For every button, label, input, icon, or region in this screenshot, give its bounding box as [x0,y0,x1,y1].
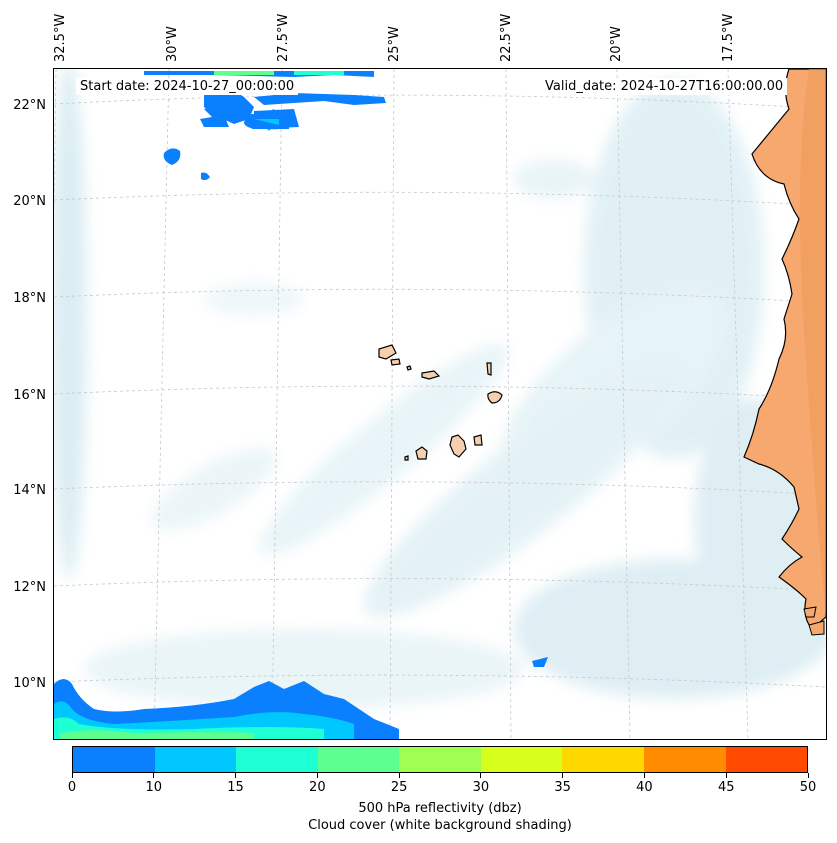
colorbar-tick-label: 25 [390,780,408,795]
colorbar-segment [562,747,644,772]
colorbar-segment [73,747,155,772]
colorbar-tick [316,773,318,778]
colorbar-segment [317,747,400,772]
lon-label-17-5w: 17.5°W [721,13,736,62]
colorbar-tick [153,773,155,778]
lon-label-32-5w: 32.5°W [53,13,68,62]
colorbar-tick [71,773,73,778]
lon-label-20w: 20°W [609,26,624,62]
colorbar-tick [725,773,727,778]
map-canvas [54,69,826,739]
lat-label-20n: 20°N [13,194,46,209]
colorbar-tick-label: 15 [227,780,244,795]
lat-label-12n: 12°N [13,580,46,595]
colorbar-tick [398,773,400,778]
colorbar-tick [480,773,482,778]
cape-verde-islands [378,344,503,461]
colorbar-tick-label: 10 [145,780,163,795]
start-date-label: Start date: 2024-10-27_00:00:00 [76,78,299,95]
lat-label-22n: 22°N [13,98,46,113]
colorbar-tick-label: 20 [309,780,326,795]
lat-label-16n: 16°N [13,388,46,403]
colorbar-tick-label: 50 [799,780,817,795]
colorbar-tick-label: 35 [554,780,571,795]
colorbar-tick-label: 45 [717,780,735,795]
reflectivity-colorbar [72,746,808,773]
lat-label-14n: 14°N [13,483,46,498]
colorbar-segment [643,747,726,772]
lon-label-27-5w: 27.5°W [276,13,291,62]
colorbar-tick [235,773,237,778]
valid-date-label: Valid_date: 2024-10-27T16:00:00.00 [541,78,788,95]
colorbar-tick [807,773,809,778]
colorbar-segment [399,747,481,772]
colorbar-segment [236,747,318,772]
lat-label-18n: 18°N [13,291,46,306]
colorbar-segment [480,747,563,772]
graticule [54,69,826,739]
colorbar-label-cloud-cover: Cloud cover (white background shading) [308,818,572,833]
colorbar-tick [643,773,645,778]
lon-label-30w: 30°W [165,26,180,62]
reflectivity-echoes [54,71,548,739]
lat-label-10n: 10°N [13,676,46,691]
colorbar-label-reflectivity: 500 hPa reflectivity (dbz) [358,801,522,816]
colorbar-segment [725,747,808,772]
colorbar-tick-label: 40 [636,780,653,795]
colorbar-tick [562,773,564,778]
colorbar-tick-label: 0 [67,780,77,795]
colorbar-segment [154,747,237,772]
colorbar-tick-label: 30 [472,780,490,795]
cloud-cover-shading [54,69,826,709]
lon-label-22-5w: 22.5°W [499,13,514,62]
map-panel: Start date: 2024-10-27_00:00:00 Valid_da… [53,68,827,740]
lon-label-25w: 25°W [387,26,402,62]
